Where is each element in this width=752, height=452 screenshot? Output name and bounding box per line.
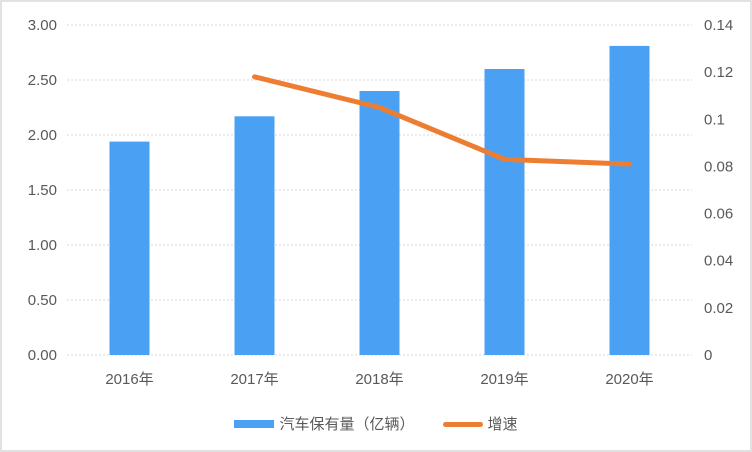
x-axis-category-label: 2017年 bbox=[230, 371, 278, 388]
bar-series-swatch bbox=[234, 420, 275, 428]
x-axis-category-label: 2020年 bbox=[605, 371, 653, 388]
right-axis-tick-label: 0.06 bbox=[704, 206, 733, 223]
legend: 汽车保有量（亿辆） 增速 bbox=[2, 408, 750, 440]
bar-2020年 bbox=[609, 45, 650, 356]
x-axis-category-label: 2016年 bbox=[105, 371, 153, 388]
left-axis-tick-label: 0.50 bbox=[28, 292, 57, 309]
left-axis-tick-label: 2.50 bbox=[28, 72, 57, 89]
right-axis-tick-label: 0.02 bbox=[704, 300, 733, 317]
x-axis-category-label: 2019年 bbox=[480, 371, 528, 388]
line-series-label: 增速 bbox=[487, 415, 518, 433]
left-axis-tick-label: 1.00 bbox=[28, 237, 57, 254]
right-axis-tick-label: 0.04 bbox=[704, 253, 733, 270]
legend-item-line-series: 增速 bbox=[442, 415, 518, 433]
bar-2019年 bbox=[484, 69, 525, 355]
bar-series-label: 汽车保有量（亿辆） bbox=[279, 415, 415, 433]
line-series-swatch bbox=[442, 421, 483, 427]
right-axis-tick-label: 0 bbox=[704, 347, 712, 364]
legend-item-bar-series: 汽车保有量（亿辆） bbox=[234, 415, 415, 433]
bar-2017年 bbox=[234, 116, 275, 355]
left-axis-tick-label: 1.50 bbox=[28, 182, 57, 199]
right-axis-tick-label: 0.1 bbox=[704, 111, 725, 128]
left-axis-tick-label: 3.00 bbox=[28, 17, 57, 34]
x-axis-category-label: 2018年 bbox=[355, 371, 403, 388]
right-axis-tick-label: 0.08 bbox=[704, 158, 733, 175]
left-axis-tick-label: 2.00 bbox=[28, 127, 57, 144]
bar-2018年 bbox=[359, 91, 400, 355]
bar-2016年 bbox=[109, 141, 150, 355]
growth-rate-line bbox=[252, 74, 632, 167]
right-axis-tick-label: 0.14 bbox=[704, 17, 733, 34]
right-axis-tick-label: 0.12 bbox=[704, 64, 733, 81]
left-axis-tick-label: 0.00 bbox=[28, 347, 57, 364]
